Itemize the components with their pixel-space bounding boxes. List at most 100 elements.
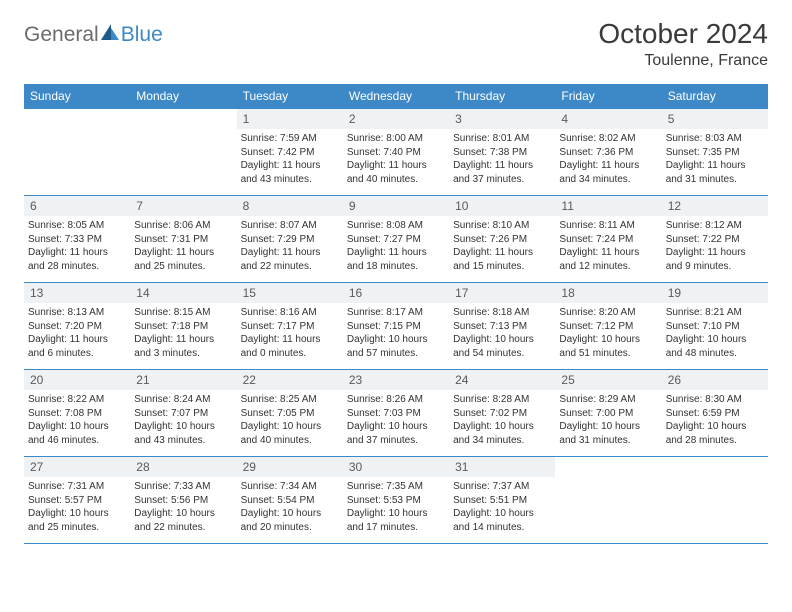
day-body: Sunrise: 8:30 AMSunset: 6:59 PMDaylight:… <box>662 390 768 451</box>
day-sunset: Sunset: 5:51 PM <box>453 494 551 508</box>
calendar-cell: 22Sunrise: 8:25 AMSunset: 7:05 PMDayligh… <box>237 370 343 456</box>
day-sunset: Sunset: 7:02 PM <box>453 407 551 421</box>
day-number: 26 <box>662 370 768 390</box>
day-sunrise: Sunrise: 8:16 AM <box>241 306 339 320</box>
calendar-cell: 13Sunrise: 8:13 AMSunset: 7:20 PMDayligh… <box>24 283 130 369</box>
day-sunset: Sunset: 5:54 PM <box>241 494 339 508</box>
day-sunrise: Sunrise: 8:29 AM <box>559 393 657 407</box>
day-sunrise: Sunrise: 7:59 AM <box>241 132 339 146</box>
day-body: Sunrise: 7:31 AMSunset: 5:57 PMDaylight:… <box>24 477 130 538</box>
day-daylight: Daylight: 11 hours and 43 minutes. <box>241 159 339 186</box>
day-number: 3 <box>449 109 555 129</box>
day-sunset: Sunset: 7:05 PM <box>241 407 339 421</box>
day-sunset: Sunset: 7:40 PM <box>347 146 445 160</box>
calendar-cell: 16Sunrise: 8:17 AMSunset: 7:15 PMDayligh… <box>343 283 449 369</box>
day-sunset: Sunset: 5:53 PM <box>347 494 445 508</box>
calendar-cell: 20Sunrise: 8:22 AMSunset: 7:08 PMDayligh… <box>24 370 130 456</box>
calendar: SundayMondayTuesdayWednesdayThursdayFrid… <box>24 84 768 544</box>
calendar-body: ..1Sunrise: 7:59 AMSunset: 7:42 PMDaylig… <box>24 108 768 544</box>
day-sunset: Sunset: 7:13 PM <box>453 320 551 334</box>
calendar-row: 27Sunrise: 7:31 AMSunset: 5:57 PMDayligh… <box>24 456 768 544</box>
day-daylight: Daylight: 10 hours and 48 minutes. <box>666 333 764 360</box>
weekday-header: Saturday <box>662 84 768 108</box>
calendar-cell: 2Sunrise: 8:00 AMSunset: 7:40 PMDaylight… <box>343 109 449 195</box>
day-daylight: Daylight: 11 hours and 6 minutes. <box>28 333 126 360</box>
calendar-cell: 18Sunrise: 8:20 AMSunset: 7:12 PMDayligh… <box>555 283 661 369</box>
day-daylight: Daylight: 10 hours and 51 minutes. <box>559 333 657 360</box>
day-body: Sunrise: 8:00 AMSunset: 7:40 PMDaylight:… <box>343 129 449 190</box>
day-sunrise: Sunrise: 8:28 AM <box>453 393 551 407</box>
day-number: 12 <box>662 196 768 216</box>
day-body: Sunrise: 8:15 AMSunset: 7:18 PMDaylight:… <box>130 303 236 364</box>
day-number: 10 <box>449 196 555 216</box>
day-sunset: Sunset: 7:10 PM <box>666 320 764 334</box>
day-daylight: Daylight: 10 hours and 54 minutes. <box>453 333 551 360</box>
day-number: 21 <box>130 370 236 390</box>
logo-text-blue: Blue <box>121 23 163 47</box>
day-daylight: Daylight: 10 hours and 22 minutes. <box>134 507 232 534</box>
day-number: 16 <box>343 283 449 303</box>
calendar-header-row: SundayMondayTuesdayWednesdayThursdayFrid… <box>24 84 768 108</box>
day-sunset: Sunset: 5:57 PM <box>28 494 126 508</box>
day-number: 24 <box>449 370 555 390</box>
day-number: 27 <box>24 457 130 477</box>
day-body: Sunrise: 8:01 AMSunset: 7:38 PMDaylight:… <box>449 129 555 190</box>
day-sunset: Sunset: 7:33 PM <box>28 233 126 247</box>
calendar-cell: . <box>130 109 236 195</box>
calendar-cell: . <box>662 457 768 543</box>
calendar-cell: 8Sunrise: 8:07 AMSunset: 7:29 PMDaylight… <box>237 196 343 282</box>
day-body: Sunrise: 7:34 AMSunset: 5:54 PMDaylight:… <box>237 477 343 538</box>
day-sunrise: Sunrise: 8:18 AM <box>453 306 551 320</box>
calendar-cell: 28Sunrise: 7:33 AMSunset: 5:56 PMDayligh… <box>130 457 236 543</box>
day-daylight: Daylight: 11 hours and 0 minutes. <box>241 333 339 360</box>
calendar-row: 6Sunrise: 8:05 AMSunset: 7:33 PMDaylight… <box>24 195 768 282</box>
day-number: 17 <box>449 283 555 303</box>
day-sunrise: Sunrise: 7:35 AM <box>347 480 445 494</box>
calendar-row: 20Sunrise: 8:22 AMSunset: 7:08 PMDayligh… <box>24 369 768 456</box>
day-number: 9 <box>343 196 449 216</box>
day-sunrise: Sunrise: 8:15 AM <box>134 306 232 320</box>
day-daylight: Daylight: 10 hours and 14 minutes. <box>453 507 551 534</box>
day-body: Sunrise: 8:28 AMSunset: 7:02 PMDaylight:… <box>449 390 555 451</box>
day-daylight: Daylight: 11 hours and 22 minutes. <box>241 246 339 273</box>
day-sunset: Sunset: 7:17 PM <box>241 320 339 334</box>
calendar-cell: 24Sunrise: 8:28 AMSunset: 7:02 PMDayligh… <box>449 370 555 456</box>
day-sunrise: Sunrise: 7:33 AM <box>134 480 232 494</box>
day-sunrise: Sunrise: 8:24 AM <box>134 393 232 407</box>
calendar-cell: 3Sunrise: 8:01 AMSunset: 7:38 PMDaylight… <box>449 109 555 195</box>
logo: General Blue <box>24 18 163 47</box>
day-sunset: Sunset: 7:36 PM <box>559 146 657 160</box>
day-sunrise: Sunrise: 8:00 AM <box>347 132 445 146</box>
calendar-cell: 26Sunrise: 8:30 AMSunset: 6:59 PMDayligh… <box>662 370 768 456</box>
calendar-cell: 31Sunrise: 7:37 AMSunset: 5:51 PMDayligh… <box>449 457 555 543</box>
day-daylight: Daylight: 11 hours and 18 minutes. <box>347 246 445 273</box>
day-sunrise: Sunrise: 8:11 AM <box>559 219 657 233</box>
day-body: Sunrise: 8:03 AMSunset: 7:35 PMDaylight:… <box>662 129 768 190</box>
weekday-header: Monday <box>130 84 236 108</box>
day-body: Sunrise: 8:20 AMSunset: 7:12 PMDaylight:… <box>555 303 661 364</box>
day-sunset: Sunset: 7:38 PM <box>453 146 551 160</box>
weekday-header: Friday <box>555 84 661 108</box>
weekday-header: Tuesday <box>237 84 343 108</box>
day-body: Sunrise: 7:59 AMSunset: 7:42 PMDaylight:… <box>237 129 343 190</box>
day-body: Sunrise: 8:21 AMSunset: 7:10 PMDaylight:… <box>662 303 768 364</box>
day-body: Sunrise: 8:11 AMSunset: 7:24 PMDaylight:… <box>555 216 661 277</box>
day-sunset: Sunset: 7:15 PM <box>347 320 445 334</box>
day-sunrise: Sunrise: 8:12 AM <box>666 219 764 233</box>
day-body: Sunrise: 8:25 AMSunset: 7:05 PMDaylight:… <box>237 390 343 451</box>
day-sunset: Sunset: 5:56 PM <box>134 494 232 508</box>
day-daylight: Daylight: 11 hours and 9 minutes. <box>666 246 764 273</box>
weekday-header: Wednesday <box>343 84 449 108</box>
day-sunrise: Sunrise: 8:05 AM <box>28 219 126 233</box>
day-daylight: Daylight: 10 hours and 25 minutes. <box>28 507 126 534</box>
header: General Blue October 2024 Toulenne, Fran… <box>24 18 768 70</box>
day-number: 13 <box>24 283 130 303</box>
calendar-cell: 17 Sunrise: 8:18 AMSunset: 7:13 PMDayligh… <box>449 283 555 369</box>
month-title: October 2024 <box>598 18 768 50</box>
day-body: Sunrise: 8:16 AMSunset: 7:17 PMDaylight:… <box>237 303 343 364</box>
day-body: Sunrise: 8:22 AMSunset: 7:08 PMDaylight:… <box>24 390 130 451</box>
day-daylight: Daylight: 11 hours and 31 minutes. <box>666 159 764 186</box>
calendar-cell: . <box>555 457 661 543</box>
calendar-cell: 5Sunrise: 8:03 AMSunset: 7:35 PMDaylight… <box>662 109 768 195</box>
day-daylight: Daylight: 11 hours and 28 minutes. <box>28 246 126 273</box>
